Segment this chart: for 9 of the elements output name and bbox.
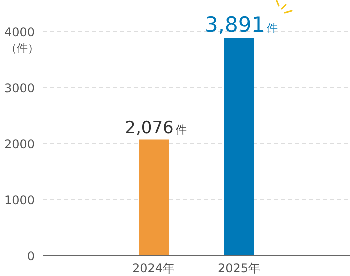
data-label: 2,076件	[125, 118, 187, 139]
y-tick-label: 1000	[4, 193, 35, 208]
x-tick-label: 2025年	[218, 262, 261, 276]
y-tick-label: 2000	[4, 137, 35, 152]
y-tick-label: 3000	[4, 81, 35, 96]
y-tick-label: 0	[27, 249, 35, 264]
x-tick-label: 2024年	[132, 262, 176, 276]
y-tick-label: 4000	[4, 25, 35, 40]
y-axis-title: （件）	[6, 41, 39, 56]
